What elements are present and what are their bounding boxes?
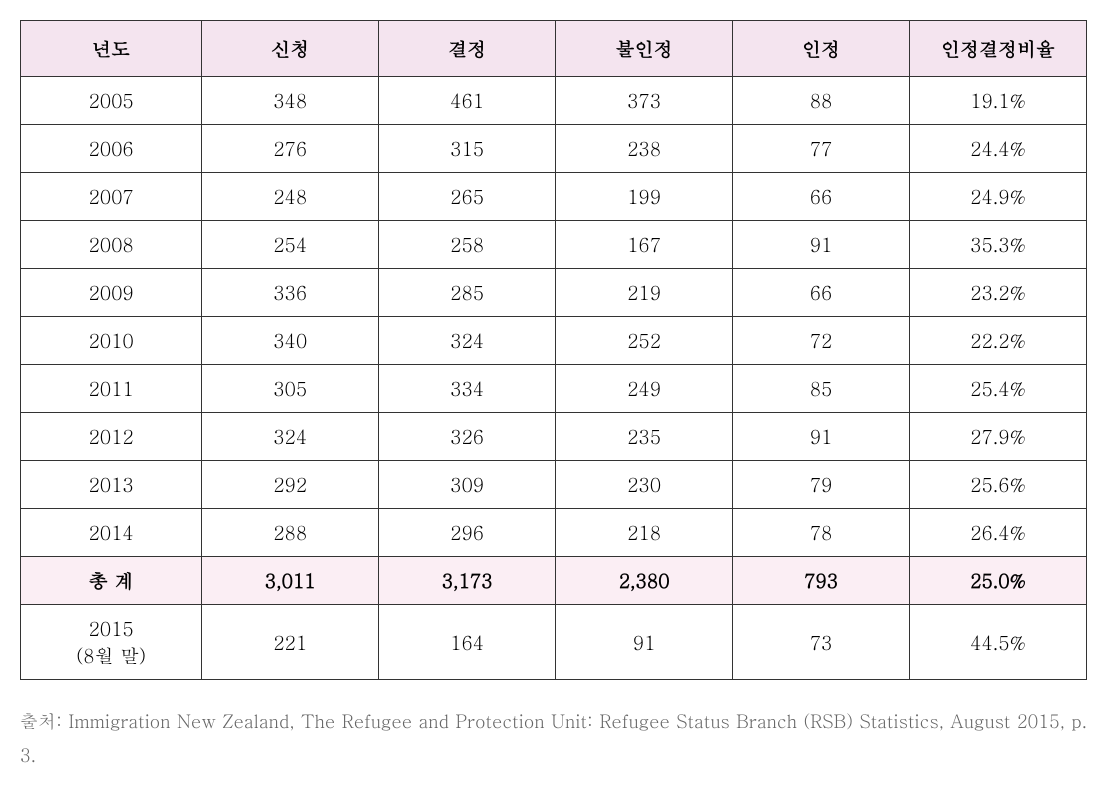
col-decide: 결정	[379, 21, 556, 77]
cell-approve: 66	[733, 269, 910, 317]
cell-apply: 3,011	[202, 557, 379, 605]
cell-year: 2012	[21, 413, 202, 461]
table-row: 20053484613738819.1%	[21, 77, 1087, 125]
cell-decide: 461	[379, 77, 556, 125]
refugee-stats-table: 년도 신청 결정 불인정 인정 인정결정비율 20053484613738819…	[20, 20, 1087, 680]
cell-decide: 285	[379, 269, 556, 317]
cell-year: 2010	[21, 317, 202, 365]
cell-approve: 77	[733, 125, 910, 173]
table-row: 20123243262359127.9%	[21, 413, 1087, 461]
cell-approve: 793	[733, 557, 910, 605]
cell-reject: 199	[556, 173, 733, 221]
table-row: 20132923092307925.6%	[21, 461, 1087, 509]
cell-apply: 276	[202, 125, 379, 173]
cell-reject: 230	[556, 461, 733, 509]
cell-reject: 249	[556, 365, 733, 413]
cell-decide: 324	[379, 317, 556, 365]
cell-approve: 78	[733, 509, 910, 557]
col-apply: 신청	[202, 21, 379, 77]
table-row: 2015(8월 말)221164917344.5%	[21, 605, 1087, 680]
table-row: 20093362852196623.2%	[21, 269, 1087, 317]
cell-approve: 91	[733, 413, 910, 461]
cell-year: 2014	[21, 509, 202, 557]
cell-rate: 19.1%	[910, 77, 1087, 125]
cell-year: 2009	[21, 269, 202, 317]
cell-reject: 219	[556, 269, 733, 317]
cell-decide: 334	[379, 365, 556, 413]
cell-approve: 66	[733, 173, 910, 221]
cell-approve: 88	[733, 77, 910, 125]
cell-year: 총 계	[21, 557, 202, 605]
cell-rate: 27.9%	[910, 413, 1087, 461]
cell-reject: 91	[556, 605, 733, 680]
cell-decide: 265	[379, 173, 556, 221]
cell-rate: 26.4%	[910, 509, 1087, 557]
cell-approve: 79	[733, 461, 910, 509]
cell-apply: 254	[202, 221, 379, 269]
table-row: 20113053342498525.4%	[21, 365, 1087, 413]
cell-rate: 44.5%	[910, 605, 1087, 680]
cell-rate: 25.0%	[910, 557, 1087, 605]
cell-approve: 72	[733, 317, 910, 365]
cell-reject: 2,380	[556, 557, 733, 605]
cell-reject: 218	[556, 509, 733, 557]
cell-rate: 24.9%	[910, 173, 1087, 221]
table-row: 20082542581679135.3%	[21, 221, 1087, 269]
col-rate: 인정결정비율	[910, 21, 1087, 77]
cell-decide: 296	[379, 509, 556, 557]
cell-year: 2015(8월 말)	[21, 605, 202, 680]
cell-approve: 85	[733, 365, 910, 413]
cell-decide: 258	[379, 221, 556, 269]
table-header-row: 년도 신청 결정 불인정 인정 인정결정비율	[21, 21, 1087, 77]
cell-year: 2006	[21, 125, 202, 173]
cell-year: 2007	[21, 173, 202, 221]
cell-decide: 164	[379, 605, 556, 680]
table-row: 총 계3,0113,1732,38079325.0%	[21, 557, 1087, 605]
col-year: 년도	[21, 21, 202, 77]
cell-rate: 24.4%	[910, 125, 1087, 173]
col-reject: 불인정	[556, 21, 733, 77]
cell-rate: 25.6%	[910, 461, 1087, 509]
cell-year: 2005	[21, 77, 202, 125]
cell-apply: 324	[202, 413, 379, 461]
cell-decide: 309	[379, 461, 556, 509]
cell-decide: 3,173	[379, 557, 556, 605]
cell-apply: 221	[202, 605, 379, 680]
cell-rate: 35.3%	[910, 221, 1087, 269]
cell-apply: 292	[202, 461, 379, 509]
cell-rate: 23.2%	[910, 269, 1087, 317]
cell-apply: 305	[202, 365, 379, 413]
cell-decide: 315	[379, 125, 556, 173]
table-row: 20142882962187826.4%	[21, 509, 1087, 557]
cell-approve: 73	[733, 605, 910, 680]
cell-apply: 340	[202, 317, 379, 365]
table-row: 20062763152387724.4%	[21, 125, 1087, 173]
cell-rate: 25.4%	[910, 365, 1087, 413]
table-row: 20103403242527222.2%	[21, 317, 1087, 365]
cell-apply: 336	[202, 269, 379, 317]
cell-approve: 91	[733, 221, 910, 269]
cell-reject: 373	[556, 77, 733, 125]
cell-decide: 326	[379, 413, 556, 461]
cell-apply: 288	[202, 509, 379, 557]
table-row: 20072482651996624.9%	[21, 173, 1087, 221]
cell-apply: 248	[202, 173, 379, 221]
cell-year: 2011	[21, 365, 202, 413]
cell-apply: 348	[202, 77, 379, 125]
cell-year: 2008	[21, 221, 202, 269]
cell-reject: 167	[556, 221, 733, 269]
cell-year: 2013	[21, 461, 202, 509]
cell-reject: 238	[556, 125, 733, 173]
cell-rate: 22.2%	[910, 317, 1087, 365]
source-citation: 출처: Immigration New Zealand, The Refugee…	[20, 705, 1087, 773]
cell-reject: 235	[556, 413, 733, 461]
col-approve: 인정	[733, 21, 910, 77]
cell-reject: 252	[556, 317, 733, 365]
